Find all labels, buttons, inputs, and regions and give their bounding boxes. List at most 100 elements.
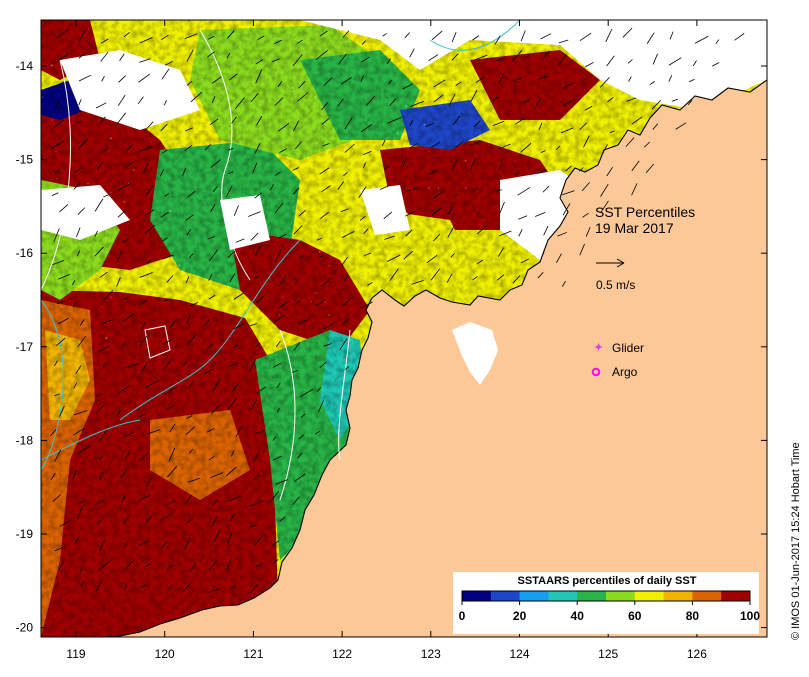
current-vector	[162, 254, 174, 260]
current-vector	[160, 514, 170, 521]
current-vector	[141, 322, 146, 330]
current-vector	[498, 72, 504, 84]
current-vector	[58, 558, 66, 571]
current-vector	[256, 295, 265, 304]
current-vector	[56, 28, 69, 39]
current-vector	[121, 238, 129, 243]
current-vector	[54, 169, 61, 175]
current-vector	[668, 57, 682, 66]
current-vector	[208, 455, 215, 461]
current-vector	[384, 235, 395, 240]
current-vector	[476, 259, 484, 265]
current-vector	[58, 405, 65, 417]
current-vector	[207, 51, 215, 58]
current-vector	[272, 559, 279, 565]
current-vector	[75, 365, 82, 374]
current-vector	[278, 275, 287, 288]
current-vector	[188, 381, 194, 389]
current-vector	[274, 315, 285, 323]
current-vector	[143, 563, 152, 569]
colorbar-swatch	[577, 591, 607, 601]
current-vector	[227, 250, 236, 258]
current-vector	[50, 429, 57, 437]
current-vector	[625, 137, 635, 147]
current-vector	[475, 76, 485, 83]
current-vector	[607, 97, 614, 103]
current-vector	[543, 225, 549, 236]
current-vector	[495, 189, 502, 193]
current-vector	[606, 55, 615, 67]
current-vector	[319, 30, 328, 37]
current-vector	[187, 477, 201, 483]
current-vector	[235, 238, 245, 243]
current-vector	[116, 277, 121, 287]
current-vector	[122, 517, 129, 524]
x-tick-label: 125	[598, 647, 618, 661]
current-vector	[234, 97, 245, 110]
current-vector	[562, 82, 574, 90]
current-vector	[79, 566, 83, 573]
current-vector	[235, 426, 242, 438]
current-vector	[317, 387, 322, 392]
current-vector	[143, 121, 154, 133]
current-vector	[293, 225, 303, 235]
current-vector	[56, 53, 69, 63]
current-vector	[562, 99, 574, 107]
current-vector	[491, 96, 499, 102]
current-vector	[472, 35, 480, 41]
current-vector	[54, 582, 59, 588]
current-vector	[161, 68, 170, 80]
y-tick-label: -20	[16, 621, 34, 635]
current-vector	[74, 535, 81, 544]
current-vector	[579, 243, 585, 256]
current-vector	[116, 410, 121, 417]
current-vector	[186, 49, 194, 62]
current-vector	[74, 166, 83, 174]
colorbar-swatch	[462, 591, 492, 601]
current-vector	[389, 268, 399, 281]
current-vector	[344, 117, 353, 130]
current-vector	[100, 430, 107, 441]
current-vector	[97, 345, 110, 353]
vector-scale-label: 0.5 m/s	[596, 278, 635, 292]
y-axis-latitude: -14 -15 -16 -17 -18 -19 -20	[16, 59, 767, 635]
current-vector	[452, 158, 459, 170]
current-vector	[52, 494, 62, 502]
current-vector	[254, 192, 263, 199]
current-vector	[497, 247, 505, 257]
current-vector	[299, 254, 305, 259]
current-vector	[186, 517, 194, 524]
current-vector	[341, 77, 352, 85]
current-vector	[295, 141, 302, 150]
current-vector	[78, 74, 92, 82]
current-vector	[433, 233, 441, 242]
current-vector	[562, 203, 571, 216]
current-vector	[314, 430, 320, 435]
current-vector	[76, 227, 81, 238]
current-vector	[138, 540, 150, 546]
current-vector	[315, 300, 326, 307]
current-vector	[323, 322, 335, 330]
current-vector	[582, 212, 589, 218]
current-vector	[643, 141, 650, 148]
current-vector	[321, 118, 330, 125]
current-vector	[401, 157, 408, 168]
current-vector	[139, 272, 153, 278]
y-tick-label: -18	[16, 433, 34, 447]
current-vector	[99, 116, 106, 124]
current-vector	[53, 228, 60, 242]
current-vector	[253, 474, 260, 480]
current-vector	[162, 237, 168, 242]
current-vector	[227, 398, 237, 411]
current-vector	[342, 298, 351, 306]
current-vector	[163, 100, 167, 106]
current-vector	[226, 185, 233, 197]
current-vector	[652, 53, 658, 65]
current-vector	[537, 272, 544, 279]
current-vector	[341, 256, 348, 265]
current-vector	[186, 315, 191, 324]
current-vector	[428, 169, 438, 175]
current-vector	[230, 585, 237, 589]
current-vector	[426, 254, 438, 264]
current-vector	[606, 166, 613, 177]
